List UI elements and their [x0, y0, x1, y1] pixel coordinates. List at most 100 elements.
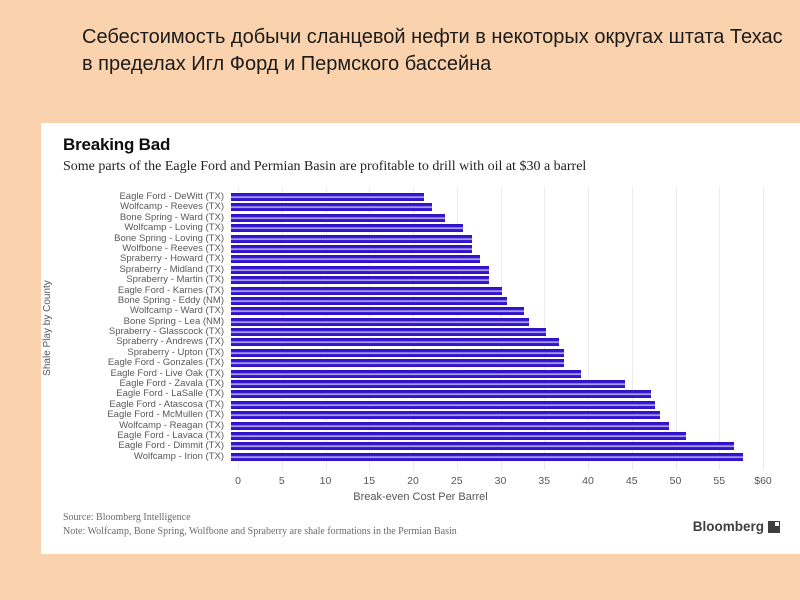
gridline-55	[719, 187, 721, 470]
bar	[231, 369, 581, 378]
category-label: Bone Spring - Ward (TX)	[119, 211, 224, 223]
category-label: Spraberry - Upton (TX)	[127, 346, 224, 358]
category-label: Eagle Ford - DeWitt (TX)	[119, 191, 224, 202]
bar-chart-rows: Eagle Ford - DeWitt (TX) Wolfcamp - Reeve…	[41, 191, 763, 462]
x-tick-label: 30	[494, 475, 507, 487]
chart-row: Spraberry - Howard (TX)	[41, 253, 763, 265]
x-tick-label: 25	[450, 475, 463, 487]
category-label: Eagle Ford - Gonzales (TX)	[107, 357, 224, 369]
x-tick-label: 10	[319, 475, 332, 487]
x-tick-label: 45	[625, 475, 638, 487]
category-label: Wolfcamp - Reeves (TX)	[120, 201, 224, 213]
slide-title: Себестоимость добычи сланцевой нефти в н…	[82, 26, 783, 75]
chart-row: Bone Spring - Lea (NM)	[41, 315, 763, 327]
category-label: Bone Spring - Lea (NM)	[123, 315, 224, 327]
chart-row: Eagle Ford - Gonzales (TX)	[41, 357, 763, 369]
bar	[231, 411, 660, 420]
gridline-40	[588, 187, 589, 470]
category-label: Eagle Ford - Live Oak (TX)	[110, 367, 224, 379]
bar	[231, 328, 546, 337]
chart-row: Eagle Ford - Zavala (TX)	[41, 378, 763, 390]
chart-row: Eagle Ford - McMullen (TX)	[41, 410, 763, 420]
x-axis-title: Break-even Cost Per Barrel	[353, 491, 488, 503]
chart-row: Eagle Ford - Lavaca (TX)	[41, 429, 763, 441]
bar	[231, 255, 481, 264]
chart-row: Eagle Ford - Karnes (TX)	[41, 284, 763, 296]
bar	[231, 296, 507, 305]
category-label: Spraberry - Howard (TX)	[120, 253, 224, 265]
x-tick-label: 50	[669, 475, 682, 487]
bloomberg-terminal-icon	[768, 520, 780, 533]
category-label: Eagle Ford - Zavala (TX)	[119, 378, 224, 390]
chart-card: Breaking Bad Some parts of the Eagle For…	[41, 123, 800, 554]
category-label: Eagle Ford - Dimmit (TX)	[118, 440, 224, 452]
chart-row: Eagle Ford - Dimmit (TX)	[41, 440, 763, 452]
category-label: Wolfcamp - Irion (TX)	[133, 450, 224, 462]
category-label: Eagle Ford - Lavaca (TX)	[117, 429, 224, 441]
x-axis-ticks: 0 5 10 15 20 25 30 35 40 45 50 55 $60	[41, 475, 800, 487]
category-label: Eagle Ford - LaSalle (TX)	[116, 388, 224, 400]
bar	[231, 224, 463, 233]
chart-row: Spraberry - Glasscock (TX)	[41, 326, 763, 338]
bar	[231, 234, 472, 243]
bar	[231, 338, 560, 347]
chart-row: Eagle Ford - Live Oak (TX)	[41, 367, 763, 379]
chart-row: Spraberry - Upton (TX)	[41, 346, 763, 358]
bar	[231, 317, 529, 326]
bar	[231, 193, 424, 201]
bar	[231, 442, 735, 451]
bar	[231, 400, 656, 409]
y-axis-label: Shale Play by County	[42, 280, 53, 376]
category-label: Wolfcamp - Reagan (TX)	[119, 419, 224, 431]
chart-row: Wolfcamp - Irion (TX)	[41, 450, 763, 462]
bar	[231, 390, 651, 399]
bar	[231, 421, 669, 430]
chart-row: Wolfcamp - Reeves (TX)	[41, 201, 763, 213]
category-label: Eagle Ford - Karnes (TX)	[117, 284, 224, 296]
bar	[231, 244, 472, 253]
category-label: Bone Spring - Loving (TX)	[114, 232, 224, 244]
x-tick-label: 15	[363, 475, 376, 487]
chart-subtitle: Some parts of the Eagle Ford and Permian…	[63, 159, 587, 174]
category-label: Wolfcamp - Ward (TX)	[130, 305, 224, 317]
chart-title: Breaking Bad	[63, 135, 171, 154]
x-tick-label: 40	[582, 475, 594, 487]
chart-row: Bone Spring - Loving (TX)	[41, 232, 763, 244]
gridline-45	[631, 187, 633, 470]
bar	[231, 380, 625, 389]
chart-row: Eagle Ford - Atascosa (TX)	[41, 400, 763, 409]
x-tick-label: $60	[754, 475, 772, 487]
chart-row: Wolfcamp - Ward (TX)	[41, 305, 763, 317]
bar	[231, 203, 433, 212]
category-label: Spraberry - Martin (TX)	[126, 274, 224, 286]
category-label: Spraberry - Glasscock (TX)	[108, 326, 224, 338]
chart-row: Spraberry - Andrews (TX)	[41, 336, 763, 348]
bar	[231, 213, 446, 222]
bar	[231, 348, 564, 357]
category-label: Wolfcamp - Loving (TX)	[124, 222, 224, 234]
source-line: Source: Bloomberg Intelligence	[63, 512, 191, 523]
chart-row: Eagle Ford - DeWitt (TX)	[41, 191, 763, 202]
chart-row: Bone Spring - Eddy (NM)	[41, 296, 763, 305]
x-tick-label: 55	[713, 475, 726, 487]
bar	[231, 307, 525, 316]
gridline-50	[675, 187, 677, 470]
bar	[231, 431, 686, 440]
chart-row: Wolfcamp - Loving (TX)	[41, 222, 763, 234]
chart-row: Eagle Ford - LaSalle (TX)	[41, 388, 763, 400]
category-label: Spraberry - Andrews (TX)	[116, 336, 224, 348]
x-tick-label: 0	[235, 475, 241, 487]
chart-footer: Source: Bloomberg Intelligence Note: Wol…	[63, 511, 663, 538]
note-line: Note: Wolfcamp, Bone Spring, Wolfbone an…	[63, 525, 457, 537]
bloomberg-brand: Bloomberg	[693, 519, 780, 534]
x-tick-label: 35	[538, 475, 551, 487]
bar	[231, 276, 490, 285]
bar	[231, 265, 490, 274]
chart-row: Spraberry - Martin (TX)	[41, 274, 763, 286]
bloomberg-wordmark: Bloomberg	[692, 519, 764, 534]
gridline-60	[763, 187, 764, 470]
bar	[231, 286, 503, 295]
x-tick-label: 20	[407, 475, 419, 487]
chart-row: Wolfcamp - Reagan (TX)	[41, 419, 763, 431]
chart-row: Spraberry - Midland (TX)	[41, 264, 763, 274]
